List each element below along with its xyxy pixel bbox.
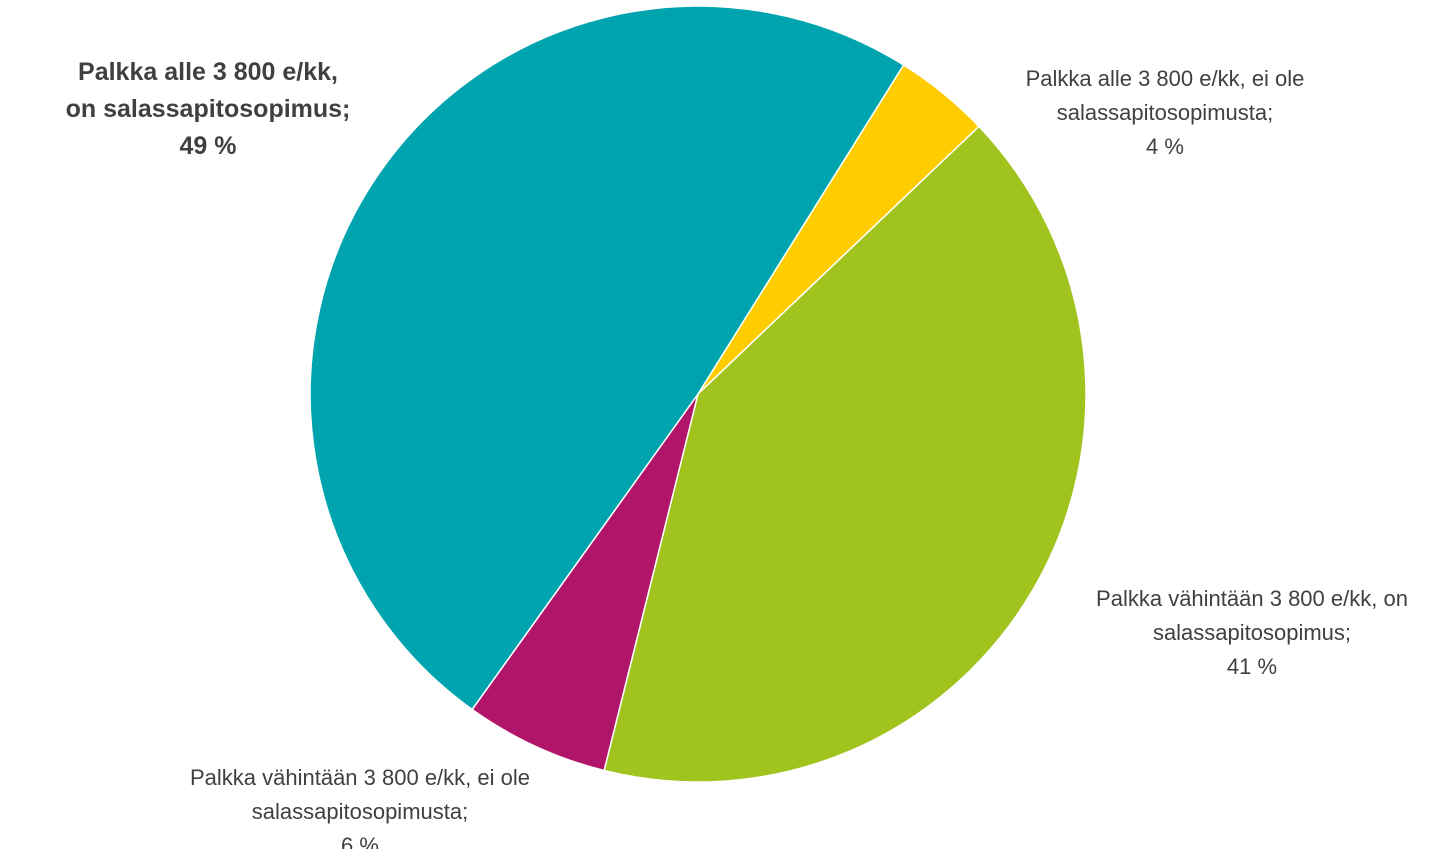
slice-label-line: 6 % — [341, 833, 379, 849]
slice-label-3: Palkka alle 3 800 e/kk, on salassapitosop… — [66, 58, 351, 160]
pie-labels: Palkka alle 3 800 e/kk, ei ole salassapit… — [66, 58, 1408, 849]
slice-label-line: 41 % — [1227, 654, 1277, 679]
slice-label-1: Palkka vähintään 3 800 e/kk, on salassapi… — [1096, 586, 1408, 679]
slice-label-line: Palkka vähintään 3 800 e/kk, on — [1096, 586, 1408, 611]
slice-label-line: salassapitosopimus; — [1153, 620, 1351, 645]
slice-label-line: 4 % — [1146, 134, 1184, 159]
slice-label-line: Palkka vähintään 3 800 e/kk, ei ole — [190, 765, 530, 790]
slice-label-line: Palkka alle 3 800 e/kk, — [78, 58, 338, 86]
pie-slices — [309, 5, 1087, 783]
slice-label-line: salassapitosopimusta; — [1057, 100, 1273, 125]
pie-slice-1 — [603, 125, 1087, 783]
slice-label-0: Palkka alle 3 800 e/kk, ei ole salassapit… — [1026, 66, 1305, 159]
slice-label-2: Palkka vähintään 3 800 e/kk, ei ole salas… — [190, 765, 530, 849]
slice-label-line: Palkka alle 3 800 e/kk, ei ole — [1026, 66, 1305, 91]
pie-slice-2 — [471, 393, 699, 772]
slice-label-line: salassapitosopimusta; — [252, 799, 468, 824]
slice-label-line: on salassapitosopimus; — [66, 95, 351, 123]
slice-label-line: 49 % — [180, 132, 237, 160]
pie-slice-3 — [309, 5, 905, 711]
